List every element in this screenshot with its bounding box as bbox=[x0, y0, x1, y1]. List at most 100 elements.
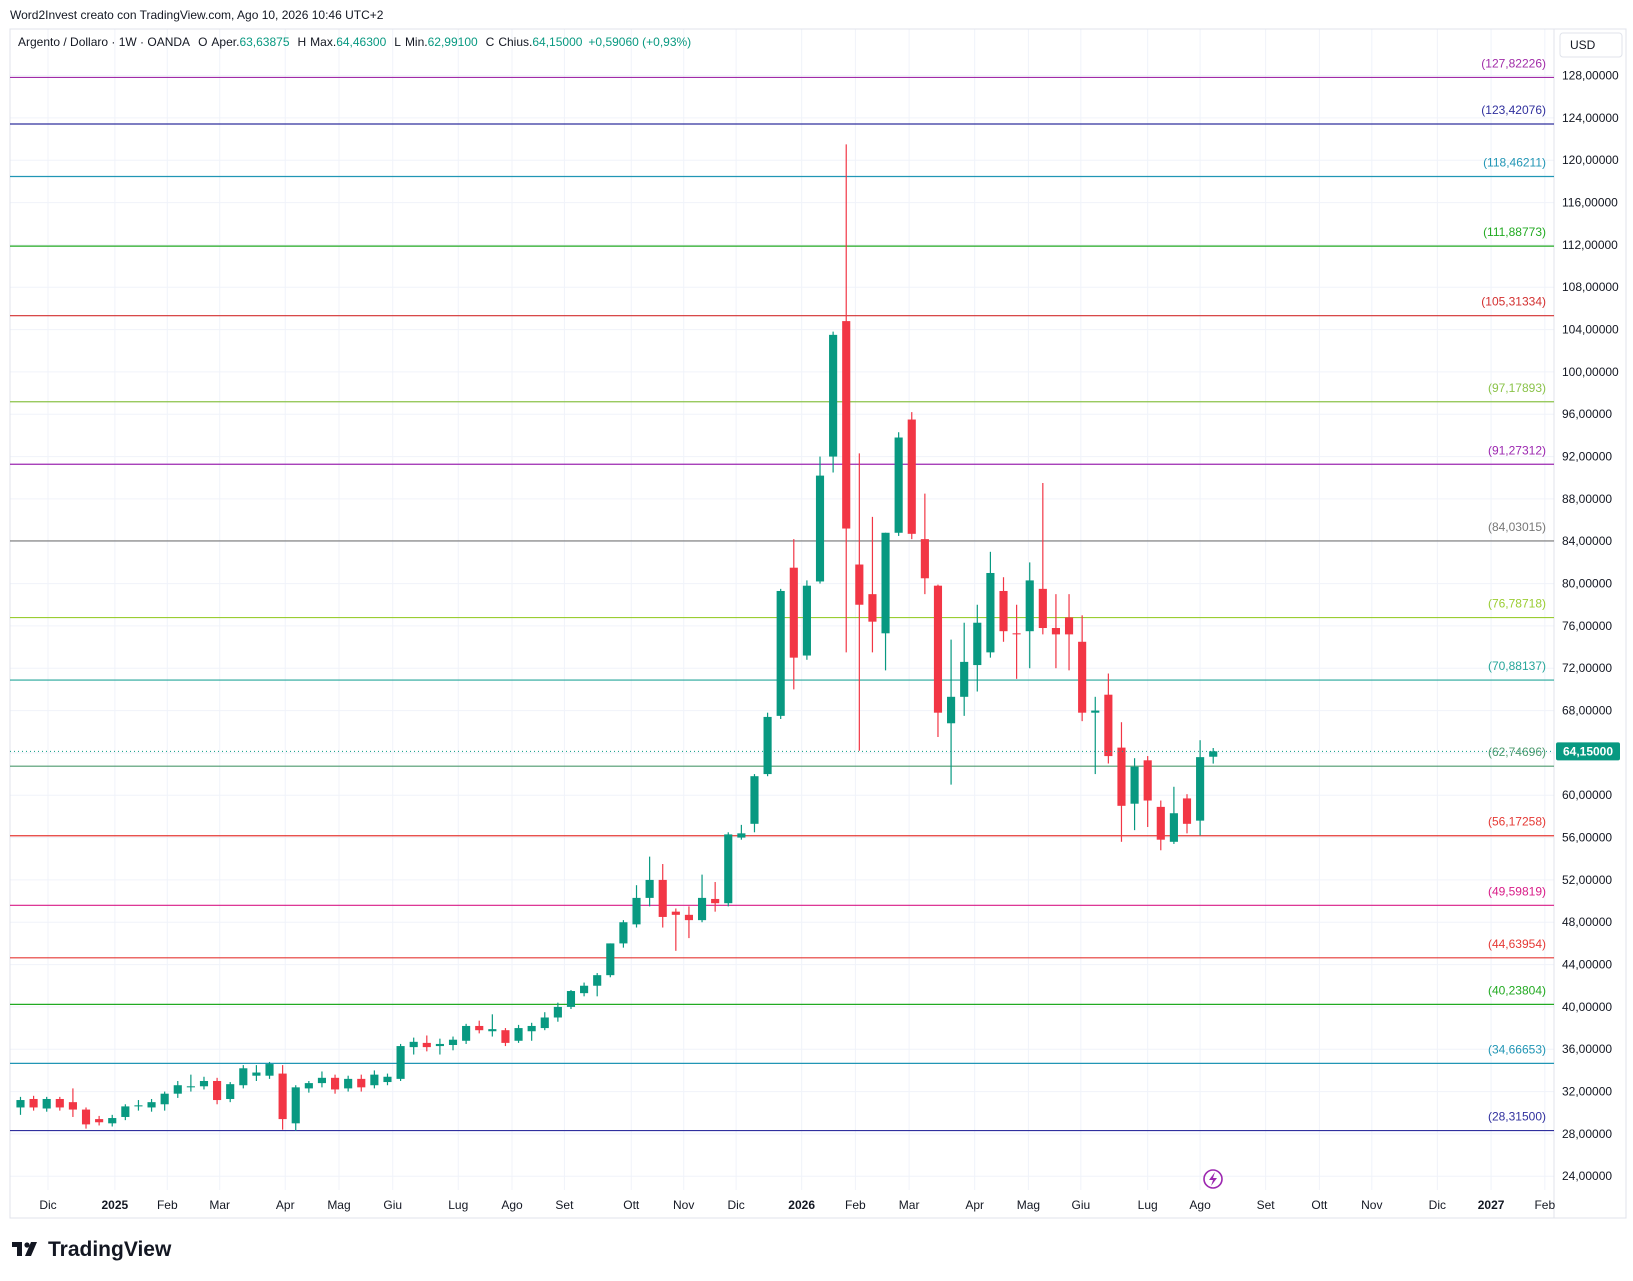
y-tick-label: 48,00000 bbox=[1562, 915, 1612, 929]
y-tick-label: 40,00000 bbox=[1562, 1000, 1612, 1014]
candle-body bbox=[1038, 588, 1047, 629]
candle-body bbox=[842, 321, 851, 529]
y-tick-label: 32,00000 bbox=[1562, 1085, 1612, 1099]
candle-body bbox=[252, 1072, 261, 1076]
candle-body bbox=[16, 1100, 25, 1108]
y-tick-label: 36,00000 bbox=[1562, 1042, 1612, 1056]
level-label: (40,23804) bbox=[1488, 983, 1546, 997]
candle-body bbox=[370, 1074, 379, 1086]
level-label: (97,17893) bbox=[1488, 381, 1546, 395]
candle-body bbox=[134, 1105, 143, 1107]
y-tick-label: 72,00000 bbox=[1562, 661, 1612, 675]
level-label: (62,74696) bbox=[1488, 745, 1546, 759]
candle-body bbox=[448, 1039, 458, 1046]
legend-value: 64,46300 bbox=[336, 35, 386, 49]
candle-body bbox=[1025, 580, 1034, 632]
y-tick-label: 52,00000 bbox=[1562, 873, 1612, 887]
legend-key: L bbox=[394, 35, 401, 49]
y-tick-label: 88,00000 bbox=[1562, 492, 1612, 506]
x-tick-label: Mar bbox=[209, 1198, 230, 1212]
currency-box[interactable] bbox=[1559, 32, 1623, 58]
legend-key: C bbox=[486, 35, 495, 49]
x-tick-label: Feb bbox=[845, 1198, 866, 1212]
x-tick-label: Apr bbox=[276, 1198, 295, 1212]
candle-body bbox=[199, 1080, 209, 1087]
x-tick-label: Apr bbox=[965, 1198, 984, 1212]
candle-body bbox=[973, 622, 982, 666]
candle-body bbox=[1012, 633, 1021, 635]
candle-body bbox=[409, 1041, 418, 1048]
candle-body bbox=[1209, 751, 1218, 757]
alert-icon[interactable] bbox=[1203, 1169, 1223, 1189]
candle-body bbox=[1182, 798, 1192, 824]
level-label: (28,31500) bbox=[1488, 1110, 1546, 1124]
candle-body bbox=[933, 585, 943, 713]
y-tick-label: 116,00000 bbox=[1562, 196, 1618, 210]
x-tick-label: Dic bbox=[1429, 1198, 1446, 1212]
candle-body bbox=[81, 1109, 91, 1125]
candle-body bbox=[383, 1076, 392, 1083]
x-tick-label: 2025 bbox=[102, 1198, 129, 1212]
candle-body bbox=[868, 594, 877, 622]
y-tick-label: 56,00000 bbox=[1562, 831, 1612, 845]
level-label: (44,63954) bbox=[1488, 937, 1546, 951]
legend-value: 63,63875 bbox=[239, 35, 289, 49]
grid bbox=[10, 29, 1554, 1190]
candle-body bbox=[881, 532, 890, 634]
legend-label: Chius. bbox=[498, 35, 532, 49]
x-tick-label: 2026 bbox=[788, 1198, 815, 1212]
x-tick-label: Set bbox=[1257, 1198, 1276, 1212]
candle-body bbox=[213, 1080, 222, 1101]
x-tick-label: 2027 bbox=[1478, 1198, 1505, 1212]
candle-body bbox=[684, 914, 694, 921]
candle-body bbox=[776, 590, 785, 716]
y-tick-label: 108,00000 bbox=[1562, 280, 1619, 294]
legend-value: 62,99100 bbox=[428, 35, 478, 49]
legend-label: Aper. bbox=[211, 35, 239, 49]
candle-body bbox=[68, 1102, 77, 1110]
y-tick-label: 28,00000 bbox=[1562, 1127, 1612, 1141]
brand-logo bbox=[12, 1242, 37, 1256]
candle-body bbox=[907, 419, 916, 534]
level-label: (118,46211) bbox=[1483, 156, 1546, 170]
y-tick-label: 44,00000 bbox=[1562, 958, 1612, 972]
x-tick-label: Nov bbox=[673, 1198, 694, 1212]
x-tick-label: Set bbox=[555, 1198, 574, 1212]
y-tick-label: 76,00000 bbox=[1562, 619, 1612, 633]
candle-body bbox=[291, 1087, 300, 1124]
candle-body bbox=[1143, 760, 1152, 801]
candle-body bbox=[108, 1118, 117, 1124]
candle-body bbox=[619, 922, 628, 944]
y-tick-label: 128,00000 bbox=[1562, 69, 1619, 83]
x-tick-label: Ott bbox=[623, 1198, 640, 1212]
candle-body bbox=[697, 897, 707, 921]
x-tick-label: Ago bbox=[501, 1198, 523, 1212]
legend-label: Max. bbox=[310, 35, 336, 49]
x-tick-label: Mag bbox=[327, 1198, 350, 1212]
candle-body bbox=[789, 567, 798, 658]
last-price-label: 64,15000 bbox=[1563, 744, 1613, 758]
candle-body bbox=[960, 661, 969, 697]
candle-body bbox=[514, 1028, 523, 1041]
legend-value: 64,15000 bbox=[532, 35, 582, 49]
currency: USD bbox=[1570, 38, 1596, 52]
frame bbox=[9, 28, 1627, 1219]
candle-body bbox=[815, 475, 825, 582]
candle-body bbox=[317, 1077, 327, 1084]
x-tick-label: Giu bbox=[1071, 1198, 1090, 1212]
candle-body bbox=[95, 1119, 104, 1123]
candle-body bbox=[711, 898, 720, 904]
y-tick-label: 84,00000 bbox=[1562, 534, 1612, 548]
candle-body bbox=[239, 1068, 248, 1086]
candle-body bbox=[645, 879, 654, 898]
candle-body bbox=[160, 1093, 169, 1105]
candle-body bbox=[671, 911, 680, 915]
x-tick-label: Ago bbox=[1189, 1198, 1211, 1212]
candle-body bbox=[999, 590, 1008, 632]
change: +0,59060 (+0,93%) bbox=[588, 35, 691, 49]
candle-body bbox=[802, 585, 811, 656]
candle-body bbox=[1130, 766, 1139, 804]
x-tick-label: Lug bbox=[1138, 1198, 1158, 1212]
candle-body bbox=[186, 1086, 195, 1088]
